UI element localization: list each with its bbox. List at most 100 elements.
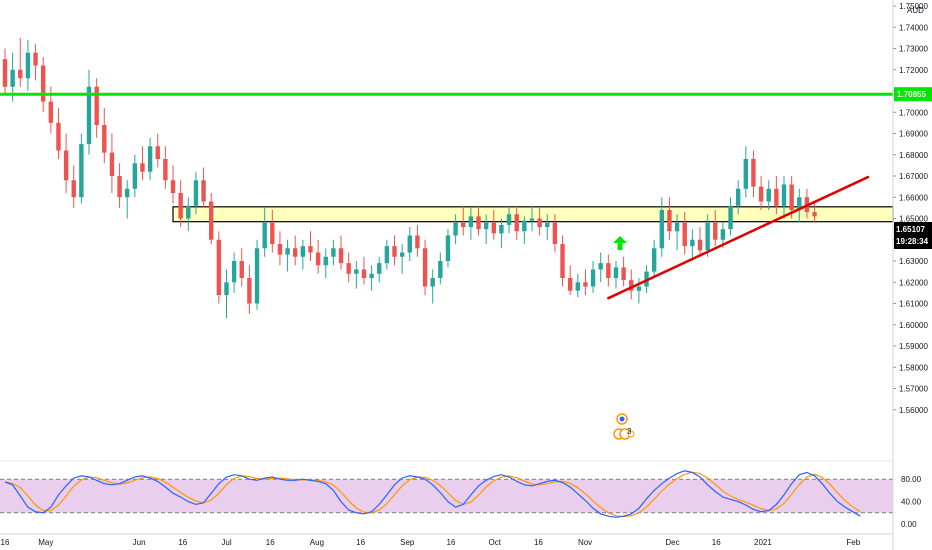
candle-body[interactable]: [308, 246, 313, 253]
candle-body[interactable]: [789, 184, 794, 211]
candle-body[interactable]: [369, 273, 374, 278]
candle-body[interactable]: [407, 235, 412, 253]
candle-body[interactable]: [682, 222, 687, 247]
time-tick-label[interactable]: Nov: [578, 538, 592, 547]
candle-body[interactable]: [354, 269, 359, 274]
candle-body[interactable]: [18, 69, 23, 79]
candle-body[interactable]: [300, 246, 306, 257]
candle-body[interactable]: [552, 222, 558, 244]
candle-body[interactable]: [415, 235, 420, 249]
candle-body[interactable]: [338, 248, 344, 264]
candle-body[interactable]: [323, 256, 328, 266]
candle-body[interactable]: [545, 222, 550, 227]
candle-body[interactable]: [774, 188, 779, 206]
candle-body[interactable]: [751, 159, 756, 187]
candle-body[interactable]: [209, 201, 214, 240]
time-tick-label[interactable]: 16: [447, 538, 456, 547]
candle-body[interactable]: [499, 224, 504, 234]
candle-body[interactable]: [315, 252, 321, 266]
candle-body[interactable]: [629, 280, 634, 291]
candle-body[interactable]: [56, 122, 61, 151]
candle-body[interactable]: [613, 267, 619, 278]
candle-body[interactable]: [48, 101, 54, 123]
candle-body[interactable]: [186, 205, 191, 219]
candle-body[interactable]: [247, 278, 252, 304]
candle-body[interactable]: [346, 263, 351, 274]
candle-body[interactable]: [812, 212, 817, 217]
time-tick-label[interactable]: May: [38, 538, 53, 547]
candle-body[interactable]: [132, 163, 138, 189]
time-tick-label[interactable]: 16: [1, 538, 10, 547]
trendline[interactable]: [607, 175, 870, 300]
candle-body[interactable]: [140, 163, 145, 172]
time-tick-label[interactable]: Oct: [488, 538, 501, 547]
candle-body[interactable]: [606, 263, 611, 278]
candlestick-series[interactable]: [2, 37, 817, 319]
candle-body[interactable]: [430, 278, 435, 287]
time-tick-label[interactable]: Jul: [221, 538, 231, 547]
candle-body[interactable]: [514, 214, 519, 232]
time-axis[interactable]: 16 May Jun 16 Jul 16 Aug 16 Sep 16 Oct 16 Nov Dec 16 20…: [0, 533, 893, 547]
candle-body[interactable]: [201, 180, 206, 202]
candle-body[interactable]: [25, 52, 31, 79]
time-tick-label[interactable]: 16: [266, 538, 275, 547]
candle-body[interactable]: [567, 278, 573, 291]
candle-body[interactable]: [529, 218, 535, 221]
candle-body[interactable]: [438, 261, 443, 278]
time-tick-label[interactable]: 16: [534, 538, 543, 547]
candle-body[interactable]: [392, 246, 397, 257]
candle-body[interactable]: [636, 286, 642, 291]
candle-body[interactable]: [537, 218, 542, 228]
time-tick-label[interactable]: 16: [178, 538, 187, 547]
candle-body[interactable]: [575, 282, 580, 291]
candle-body[interactable]: [109, 152, 115, 176]
candle-body[interactable]: [178, 193, 183, 219]
candle-body[interactable]: [590, 269, 596, 287]
event-markers[interactable]: 3: [613, 413, 635, 440]
candle-body[interactable]: [735, 188, 741, 206]
candle-body[interactable]: [522, 220, 527, 232]
candle-body[interactable]: [491, 222, 496, 234]
candle-body[interactable]: [117, 176, 122, 198]
candle-body[interactable]: [277, 244, 283, 255]
candle-body[interactable]: [659, 210, 665, 249]
candle-body[interactable]: [239, 261, 244, 278]
time-tick-label[interactable]: 16: [356, 538, 365, 547]
candle-body[interactable]: [797, 197, 802, 210]
candle-body[interactable]: [461, 222, 466, 227]
candle-body[interactable]: [781, 184, 787, 206]
candle-body[interactable]: [2, 59, 8, 87]
time-tick-label[interactable]: 16: [712, 538, 721, 547]
candle-body[interactable]: [583, 282, 588, 287]
candle-body[interactable]: [33, 52, 38, 66]
candle-body[interactable]: [254, 248, 260, 304]
candle-body[interactable]: [10, 69, 15, 87]
candle-body[interactable]: [506, 214, 512, 225]
candle-body[interactable]: [483, 222, 489, 230]
candle-body[interactable]: [690, 239, 695, 247]
candle-body[interactable]: [293, 248, 298, 257]
time-tick-label[interactable]: Sep: [400, 538, 415, 547]
candle-body[interactable]: [71, 180, 76, 198]
candle-body[interactable]: [720, 229, 726, 240]
earnings-marker-icon[interactable]: [627, 430, 635, 438]
candle-body[interactable]: [697, 239, 703, 251]
candle-body[interactable]: [674, 222, 680, 232]
candle-body[interactable]: [86, 86, 92, 145]
candle-body[interactable]: [399, 252, 405, 257]
candle-body[interactable]: [224, 282, 229, 295]
time-tick-label[interactable]: 2021: [754, 538, 772, 547]
time-tick-label[interactable]: Aug: [310, 538, 324, 547]
candle-body[interactable]: [560, 244, 565, 278]
candle-body[interactable]: [453, 222, 458, 236]
candle-body[interactable]: [270, 222, 275, 244]
candle-body[interactable]: [728, 205, 733, 230]
candle-body[interactable]: [193, 180, 199, 206]
candle-body[interactable]: [667, 210, 672, 232]
candle-body[interactable]: [422, 248, 428, 287]
time-tick-label[interactable]: Feb: [846, 538, 860, 547]
candle-body[interactable]: [598, 263, 603, 270]
candle-body[interactable]: [384, 246, 390, 264]
candle-body[interactable]: [124, 188, 130, 198]
candle-body[interactable]: [63, 150, 69, 181]
